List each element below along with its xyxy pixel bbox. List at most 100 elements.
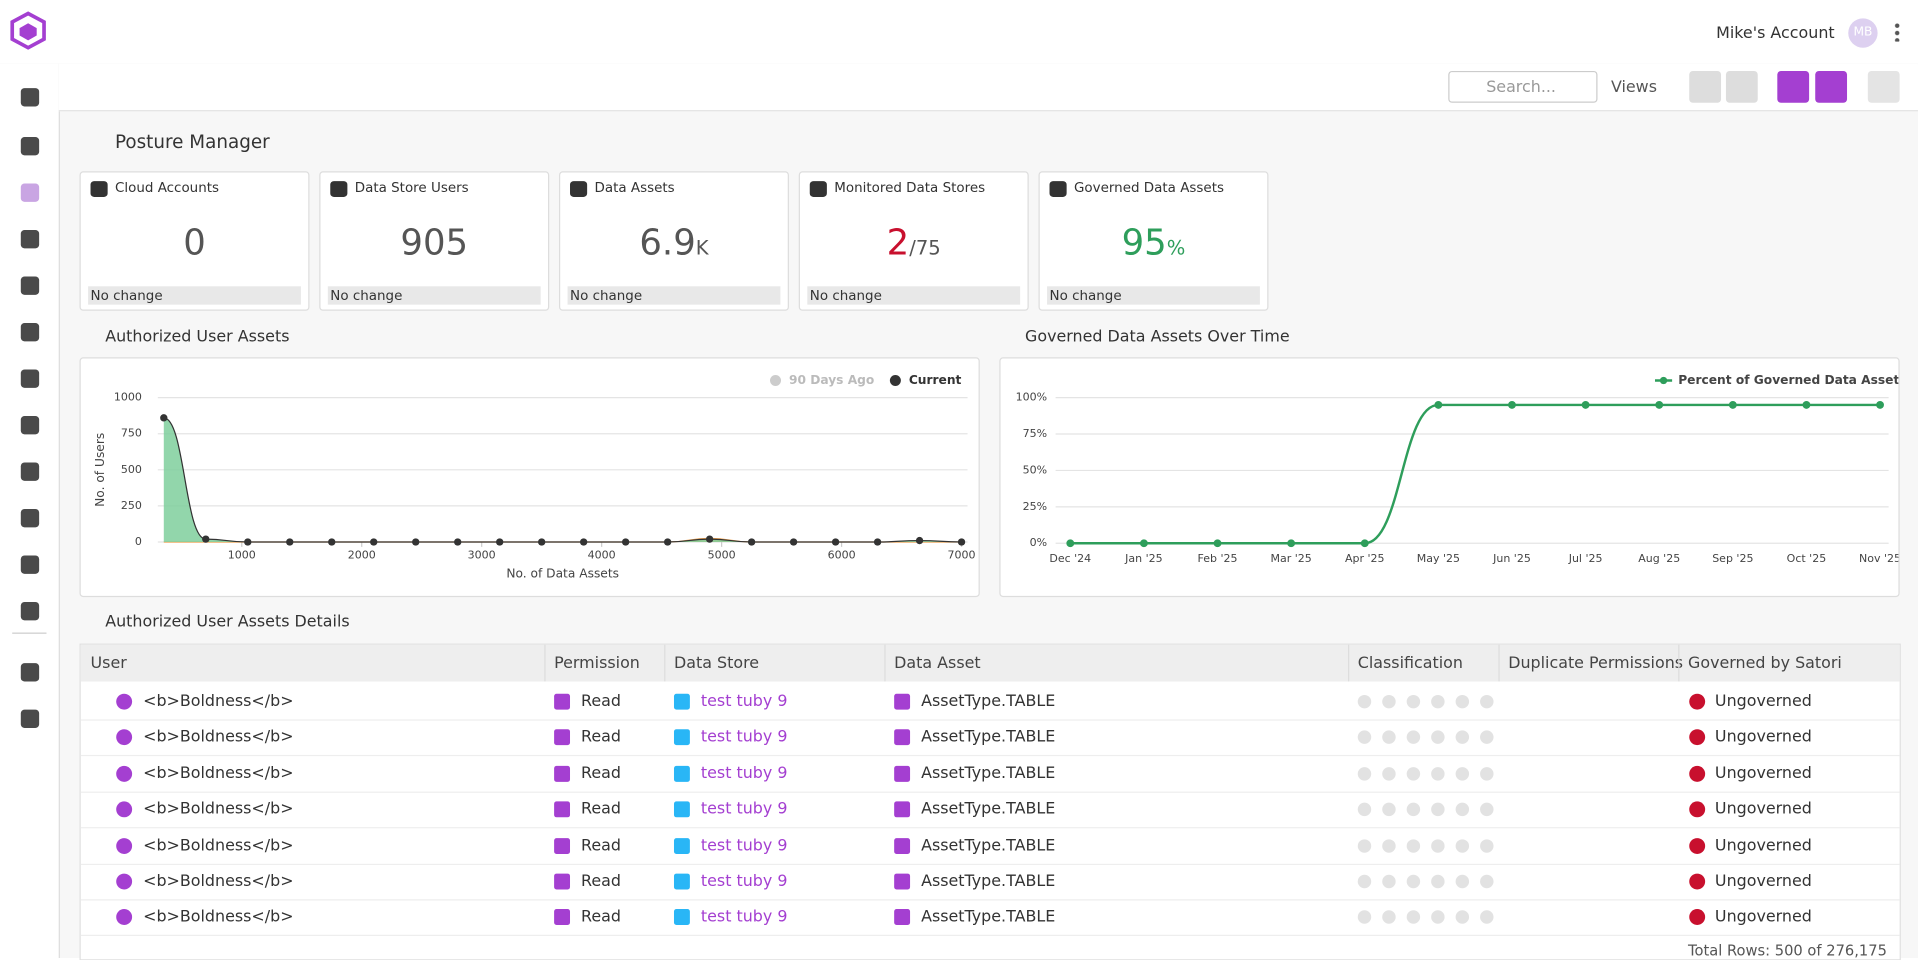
point — [1582, 401, 1590, 409]
x-tick-label: Aug '25 — [1638, 552, 1680, 565]
x-tick-label: Nov '25 — [1859, 552, 1898, 565]
nav-icon[interactable] — [21, 369, 39, 387]
nav-icon[interactable] — [21, 416, 39, 434]
data-store-cell[interactable]: test tuby 9 — [701, 908, 788, 926]
toolbar: Search... Views — [59, 64, 1918, 112]
nav-icon[interactable] — [21, 277, 39, 295]
legend-dot[interactable] — [890, 375, 901, 386]
point — [412, 538, 419, 545]
nav-icon[interactable] — [21, 509, 39, 527]
legend-label[interactable]: Percent of Governed Data Assets — [1678, 373, 1898, 387]
point — [1729, 401, 1737, 409]
filter-button[interactable] — [1689, 71, 1721, 103]
classification-dot — [1431, 767, 1444, 780]
table: User Permission Data Store Data Asset Classi… — [80, 644, 1901, 960]
card-value: 2/75 — [800, 221, 1028, 263]
point — [160, 414, 167, 421]
calendar-button[interactable] — [1726, 71, 1758, 103]
status-icon — [1689, 874, 1705, 890]
data-store-cell[interactable]: test tuby 9 — [701, 728, 788, 746]
legend-dot[interactable] — [1660, 377, 1667, 384]
column-header[interactable]: Classification — [1358, 655, 1463, 673]
data-store-cell[interactable]: test tuby 9 — [701, 800, 788, 818]
point — [202, 535, 209, 542]
table-row[interactable]: <b>Boldness</b>Readtest tuby 9AssetType.… — [81, 828, 1900, 865]
card-title: Data Assets — [594, 180, 674, 196]
data-store-cell[interactable]: test tuby 9 — [701, 693, 788, 711]
classification-dot — [1382, 767, 1395, 780]
classification-dot — [1431, 731, 1444, 744]
views-dropdown[interactable]: Views — [1611, 78, 1657, 96]
avatar[interactable]: MB — [1848, 18, 1877, 47]
x-tick-label: Feb '25 — [1198, 552, 1238, 565]
data-asset-cell: AssetType.TABLE — [921, 800, 1055, 818]
y-tick-label: 1000 — [114, 391, 142, 404]
x-tick-label: Jun '25 — [1492, 552, 1531, 565]
logo — [10, 11, 47, 50]
data-asset-cell: AssetType.TABLE — [921, 693, 1055, 711]
table-row[interactable]: <b>Boldness</b>Readtest tuby 9AssetType.… — [81, 900, 1900, 937]
data-store-cell[interactable]: test tuby 9 — [701, 764, 788, 782]
card-change: No change — [88, 286, 301, 304]
nav-icon[interactable] — [21, 184, 39, 202]
nav-icon[interactable] — [21, 555, 39, 573]
column-header[interactable]: Governed by Satori — [1688, 655, 1842, 673]
governed-cell: Ungoverned — [1715, 872, 1812, 890]
point — [622, 538, 629, 545]
card-change: No change — [568, 286, 781, 304]
cell-icon — [674, 730, 690, 746]
status-icon — [1689, 910, 1705, 926]
column-header[interactable]: User — [91, 655, 127, 673]
cell-icon — [894, 874, 910, 890]
nav-icon[interactable] — [21, 137, 39, 155]
classification-dot — [1480, 767, 1493, 780]
x-tick-label: Jan '25 — [1124, 552, 1162, 565]
classification-dot — [1480, 875, 1493, 888]
table-row[interactable]: <b>Boldness</b>Readtest tuby 9AssetType.… — [81, 720, 1900, 757]
dashboard-button[interactable] — [1777, 71, 1809, 103]
column-header[interactable]: Duplicate Permissions — [1508, 655, 1683, 673]
data-store-cell[interactable]: test tuby 9 — [701, 836, 788, 854]
column-header[interactable]: Data Asset — [894, 655, 981, 673]
table-row[interactable]: <b>Boldness</b>Readtest tuby 9AssetType.… — [81, 864, 1900, 901]
column-header[interactable]: Permission — [554, 655, 640, 673]
status-icon — [1689, 730, 1705, 746]
x-tick-label: Apr '25 — [1345, 552, 1385, 565]
chart-button[interactable] — [1815, 71, 1847, 103]
cell-icon — [894, 838, 910, 854]
table-row[interactable]: <b>Boldness</b>Readtest tuby 9AssetType.… — [81, 756, 1900, 793]
nav-icon[interactable] — [21, 710, 39, 728]
table-row[interactable]: <b>Boldness</b>Readtest tuby 9AssetType.… — [81, 792, 1900, 829]
total-rows: Total Rows: 500 of 276,175 — [1688, 942, 1887, 959]
card-title: Monitored Data Stores — [834, 180, 985, 196]
nav-icon[interactable] — [21, 462, 39, 480]
nav-icon[interactable] — [21, 602, 39, 620]
legend-label[interactable]: Current — [909, 373, 962, 387]
legend-label[interactable]: 90 Days Ago — [789, 373, 874, 387]
status-icon — [1689, 694, 1705, 710]
classification-dot — [1456, 803, 1469, 816]
nav-icon[interactable] — [21, 88, 39, 106]
cell-icon — [894, 694, 910, 710]
table-row[interactable]: <b>Boldness</b>Readtest tuby 9AssetType.… — [81, 684, 1900, 721]
y-axis-label: No. of Users — [93, 433, 107, 507]
card-suffix: /75 — [909, 236, 940, 259]
legend-dot[interactable] — [770, 375, 781, 386]
point — [1655, 401, 1663, 409]
nav-icon[interactable] — [21, 663, 39, 681]
nav-icon[interactable] — [21, 323, 39, 341]
data-store-cell[interactable]: test tuby 9 — [701, 872, 788, 890]
point — [1803, 401, 1811, 409]
nav-icon[interactable] — [21, 230, 39, 248]
point — [706, 535, 713, 542]
classification-dot — [1382, 731, 1395, 744]
card-icon — [1050, 181, 1067, 197]
refresh-button[interactable] — [1868, 71, 1900, 103]
menu[interactable] — [1895, 22, 1900, 42]
column-header[interactable]: Data Store — [674, 655, 759, 673]
account-name[interactable]: Mike's Account — [1716, 24, 1834, 42]
search-box[interactable]: Search... — [1448, 71, 1597, 103]
page-title: Posture Manager — [115, 131, 270, 153]
card-change: No change — [807, 286, 1020, 304]
data-asset-cell: AssetType.TABLE — [921, 764, 1055, 782]
